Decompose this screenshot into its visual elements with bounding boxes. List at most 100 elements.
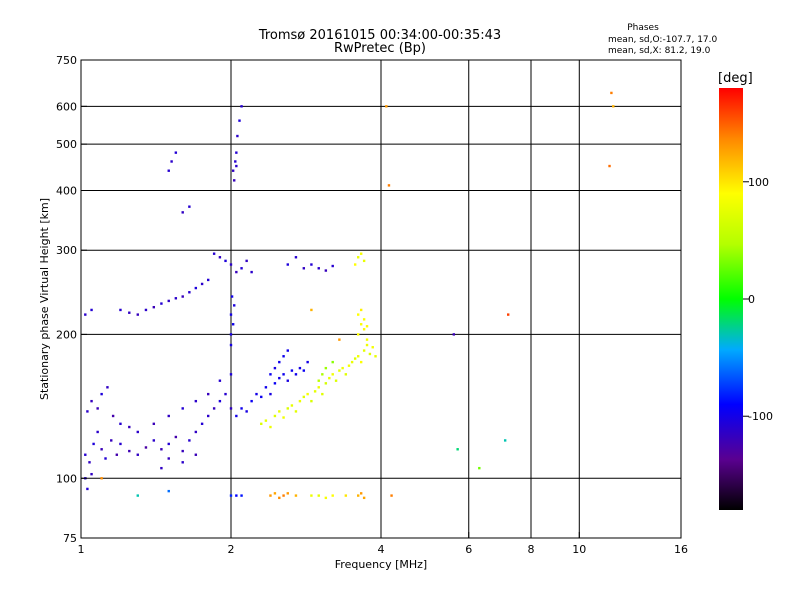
data-point xyxy=(362,328,366,331)
data-point xyxy=(236,134,239,138)
data-point xyxy=(353,263,357,266)
data-point xyxy=(86,410,89,413)
data-point xyxy=(286,492,289,495)
data-point xyxy=(331,264,334,268)
colorbar-tick-label: 100 xyxy=(748,176,769,189)
data-point xyxy=(331,373,334,376)
data-point xyxy=(235,494,238,497)
data-point xyxy=(167,414,170,418)
data-point xyxy=(136,430,139,434)
data-point xyxy=(233,304,236,307)
data-point xyxy=(347,364,351,367)
data-point xyxy=(359,252,363,255)
data-point xyxy=(362,496,366,500)
data-point xyxy=(317,494,320,497)
data-point xyxy=(344,373,348,376)
data-point xyxy=(294,256,298,259)
data-point xyxy=(313,390,317,393)
data-point xyxy=(235,270,238,274)
data-point xyxy=(374,355,377,358)
data-point xyxy=(341,366,344,370)
data-point xyxy=(310,399,313,403)
data-point xyxy=(230,295,234,298)
chart-title: Tromsø 20161015 00:34:00-00:35:43 xyxy=(258,28,501,43)
data-point xyxy=(359,323,363,326)
data-point xyxy=(229,407,233,410)
data-point xyxy=(119,422,122,426)
data-point xyxy=(174,297,178,300)
data-point xyxy=(368,352,372,356)
axis-ticks: 1 2 4 6 8 10 16 75 100 200 300 400 500 600 750 xyxy=(56,54,688,556)
data-point xyxy=(273,492,277,495)
data-point xyxy=(170,160,173,163)
data-point xyxy=(286,263,289,266)
data-point xyxy=(612,105,615,108)
data-point xyxy=(240,267,243,270)
data-point xyxy=(160,448,163,451)
data-point xyxy=(278,496,281,500)
data-point xyxy=(328,376,331,380)
data-point xyxy=(356,333,360,336)
x-tick-label: 10 xyxy=(572,543,586,556)
data-point xyxy=(212,407,216,410)
data-point xyxy=(136,313,139,316)
y-axis-label: Stationary phase Virtual Height [km] xyxy=(38,198,51,400)
data-point xyxy=(282,355,285,358)
data-point xyxy=(119,442,122,446)
data-point xyxy=(334,379,338,382)
data-point xyxy=(362,349,366,352)
data-point xyxy=(206,278,210,282)
data-point xyxy=(365,338,369,341)
data-point xyxy=(238,119,241,122)
data-point xyxy=(188,291,191,294)
data-point xyxy=(362,318,366,321)
data-point xyxy=(371,346,374,349)
data-point xyxy=(174,435,178,439)
data-point xyxy=(298,366,302,370)
data-point xyxy=(302,369,306,372)
data-point xyxy=(88,461,91,464)
data-point xyxy=(356,313,360,316)
data-point xyxy=(115,453,119,456)
data-point xyxy=(152,305,156,309)
data-point xyxy=(218,399,222,403)
data-point xyxy=(212,252,216,255)
data-point xyxy=(269,494,272,497)
data-point xyxy=(200,422,204,426)
data-point xyxy=(310,263,313,266)
data-point xyxy=(128,425,131,429)
data-point xyxy=(362,259,366,263)
x-tick-label: 6 xyxy=(465,543,472,556)
data-point xyxy=(302,267,306,270)
data-point xyxy=(110,439,113,442)
data-point xyxy=(160,302,163,305)
data-point xyxy=(273,366,277,370)
x-tick-label: 16 xyxy=(674,543,688,556)
data-point xyxy=(224,259,227,263)
data-point xyxy=(104,457,107,460)
data-point xyxy=(152,439,156,442)
data-point xyxy=(100,392,103,396)
data-point xyxy=(194,430,198,434)
grid-lines xyxy=(81,60,681,538)
data-point xyxy=(90,399,93,403)
data-point xyxy=(229,333,233,336)
y-tick-label: 100 xyxy=(56,472,77,485)
y-tick-label: 600 xyxy=(56,100,77,113)
data-point xyxy=(282,373,285,376)
data-point xyxy=(365,343,369,347)
data-point xyxy=(264,386,268,389)
data-point xyxy=(229,494,233,497)
data-point xyxy=(152,422,156,426)
data-point xyxy=(282,416,285,419)
data-point xyxy=(269,392,272,396)
data-point xyxy=(302,395,306,399)
data-point xyxy=(338,369,341,372)
data-point xyxy=(92,442,95,446)
data-point xyxy=(250,270,253,274)
y-tick-label: 400 xyxy=(56,184,77,197)
data-point xyxy=(194,399,198,403)
data-point xyxy=(188,439,191,442)
data-point xyxy=(128,311,131,314)
data-point xyxy=(356,494,360,497)
